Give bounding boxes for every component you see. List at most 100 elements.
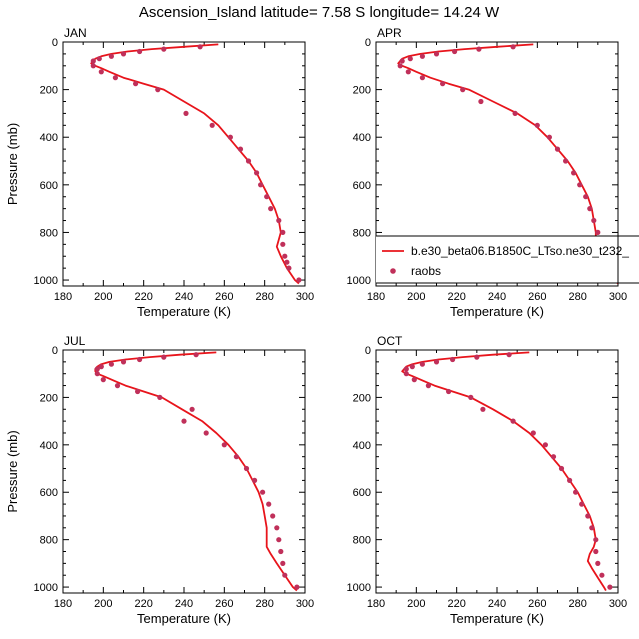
- raobs-point: [252, 477, 258, 483]
- x-ticks: 180 200 220 240 260 280 300: [367, 350, 627, 610]
- raobs-point: [480, 406, 486, 412]
- raobs-point: [546, 134, 553, 140]
- raobs-point: [193, 352, 199, 358]
- y-tick-label: 800: [353, 227, 371, 239]
- y-tick-label: 0: [365, 345, 371, 357]
- raobs-point: [245, 158, 252, 164]
- x-tick-label: 260: [528, 291, 546, 303]
- raobs-point: [268, 206, 274, 212]
- y-tick-label: 600: [40, 487, 58, 499]
- raobs-point: [189, 406, 195, 412]
- panel-apr: 180 200 220 240 260 280 300 0 200 400 600 800 1000 AP…: [347, 26, 639, 319]
- raobs-point: [573, 489, 579, 495]
- y-tick-label: 1000: [34, 582, 58, 594]
- y-tick-label: 200: [353, 85, 371, 97]
- raobs-point: [411, 377, 417, 383]
- legend-background: [376, 236, 639, 283]
- x-tick-label: 260: [528, 598, 546, 610]
- raobs-point: [294, 584, 300, 590]
- raobs-point: [221, 442, 227, 448]
- x-tick-label: 240: [175, 598, 193, 610]
- raobs-point: [558, 465, 565, 472]
- raobs-point: [108, 361, 114, 367]
- raobs-point: [534, 122, 540, 128]
- raobs-point: [203, 430, 209, 436]
- x-tick-label: 280: [255, 598, 273, 610]
- x-tick-label: 220: [447, 598, 465, 610]
- raobs-point: [237, 146, 244, 152]
- raobs-point: [274, 525, 280, 531]
- raobs-point: [510, 418, 516, 424]
- raobs-point: [593, 537, 599, 543]
- model-profile-line: [90, 43, 300, 285]
- raobs-point: [94, 371, 100, 377]
- raobs-point: [460, 87, 466, 93]
- y-tick-label: 400: [353, 132, 371, 144]
- legend-obs-label: raobs: [411, 264, 441, 278]
- panel-jul: 180 200 220 240 260 280 300 0 200 400 600 800 1000 JU…: [5, 334, 314, 626]
- raobs-point: [595, 560, 601, 567]
- raobs-point: [183, 110, 189, 116]
- legend: b.e30_beta06.B1850C_LTso.ne30_t232_raobs: [376, 235, 639, 284]
- x-axis-label: Temperature (K): [137, 611, 231, 626]
- x-tick-label: 260: [215, 291, 233, 303]
- raobs-point: [468, 394, 474, 400]
- y-tick-label: 600: [353, 487, 371, 499]
- raobs-point: [476, 46, 482, 52]
- raobs-point: [276, 217, 282, 224]
- raobs-point: [440, 81, 446, 87]
- x-tick-label: 300: [609, 291, 627, 303]
- raobs-point: [583, 194, 589, 200]
- y-ticks: 0 200 400 600 800 1000: [34, 345, 305, 594]
- raobs-point: [478, 98, 484, 105]
- y-tick-label: 800: [40, 227, 58, 239]
- raobs-point: [260, 489, 266, 495]
- x-tick-label: 200: [407, 291, 425, 303]
- raobs-point: [98, 364, 104, 370]
- raobs-point: [433, 51, 440, 57]
- raobs-point: [506, 352, 512, 358]
- x-tick-label: 260: [215, 598, 233, 610]
- raobs-point: [585, 513, 591, 519]
- y-tick-label: 400: [353, 440, 371, 452]
- raobs-point: [407, 56, 413, 62]
- x-tick-label: 300: [609, 598, 627, 610]
- panel-title: OCT: [377, 334, 403, 348]
- plot-area: [94, 351, 300, 592]
- raobs-point: [399, 58, 405, 64]
- x-ticks: 180 200 220 240 260 280 300: [54, 42, 314, 303]
- raobs-point: [197, 44, 203, 50]
- raobs-point: [157, 394, 163, 400]
- raobs-point: [135, 388, 141, 395]
- raobs-point: [591, 217, 597, 224]
- raobs-point: [282, 253, 288, 259]
- raobs-point: [433, 359, 440, 365]
- raobs-point: [587, 206, 593, 212]
- page-title: Ascension_Island latitude= 7.58 S longit…: [139, 4, 500, 21]
- raobs-point: [579, 501, 585, 507]
- raobs-point: [266, 501, 272, 507]
- x-tick-label: 220: [447, 291, 465, 303]
- raobs-point: [510, 44, 516, 50]
- raobs-point: [282, 572, 288, 578]
- legend-marker-swatch: [390, 268, 396, 274]
- raobs-point: [108, 53, 114, 59]
- x-tick-label: 200: [94, 598, 112, 610]
- model-profile-line: [401, 351, 607, 592]
- raobs-point: [114, 383, 121, 389]
- raobs-point: [100, 377, 106, 383]
- y-tick-label: 800: [353, 535, 371, 547]
- raobs-point: [90, 58, 96, 64]
- panel-title: JAN: [64, 26, 87, 40]
- raobs-point: [181, 418, 187, 424]
- plot-frame: [62, 41, 306, 287]
- y-tick-label: 1000: [34, 275, 58, 287]
- x-tick-label: 300: [296, 291, 314, 303]
- raobs-point: [542, 442, 549, 448]
- raobs-point: [607, 584, 613, 590]
- raobs-point: [120, 359, 127, 365]
- x-tick-label: 280: [568, 598, 586, 610]
- x-tick-label: 220: [134, 291, 152, 303]
- raobs-point: [120, 51, 127, 57]
- plot-area: [90, 43, 302, 285]
